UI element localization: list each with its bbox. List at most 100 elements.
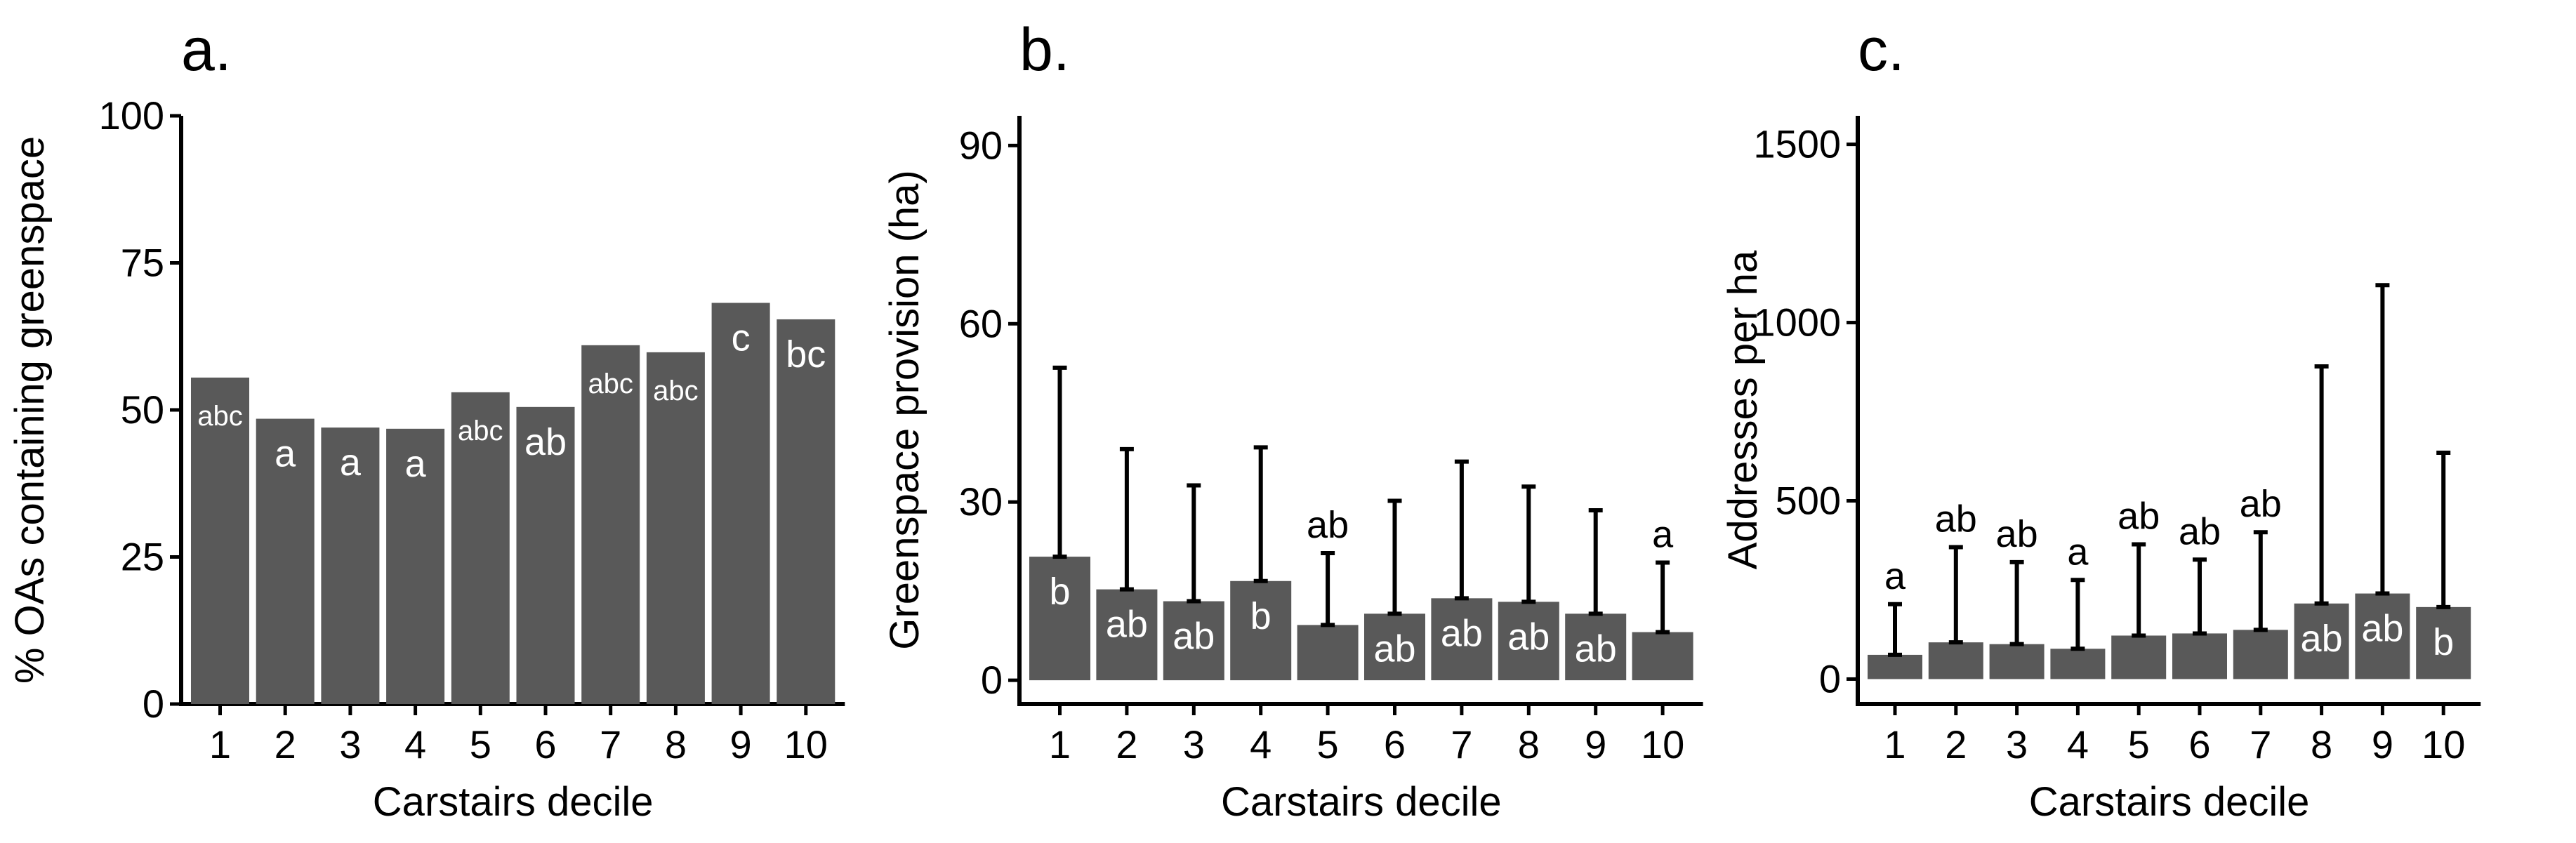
bar-decile-3 [321,427,380,704]
y-tick-label: 50 [121,387,164,432]
group-label: ab [1441,612,1483,654]
group-label: c [732,317,751,359]
x-tick-label: 4 [404,722,426,766]
x-tick-label: 8 [665,722,687,766]
panel-letter: c. [1858,16,1905,84]
bar-decile-7 [1431,598,1493,681]
y-tick-label: 0 [981,658,1003,702]
x-tick-label: 6 [2188,722,2210,766]
y-axis-title: Addresses per ha [1720,250,1766,569]
bar-decile-7 [2233,630,2288,679]
group-label: b [1250,595,1272,637]
group-label: ab [1173,616,1215,658]
x-tick-label: 10 [2422,722,2465,766]
x-axis-title: Carstairs decile [1221,779,1502,825]
group-label: ab [2240,483,2282,525]
x-tick-label: 4 [1250,722,1272,766]
bar-decile-3 [1989,644,2045,679]
y-tick-label: 500 [1776,479,1841,523]
y-tick-label: 1500 [1753,122,1841,166]
y-tick-label: 90 [959,123,1003,167]
bar-decile-1 [191,377,249,704]
panel-b: b. 0 30 60 90 b 1 ab 2 ab 3 b 4 ab 5 ab 6 ab 7 ab 8 ab 9 a 10 Car… [882,16,1703,825]
y-tick-label: 100 [99,93,164,138]
bar-decile-10 [2416,606,2471,679]
group-label: a [275,433,296,475]
x-tick-label: 4 [2067,722,2089,766]
bar-decile-2 [1928,642,1983,679]
panel-letter: a. [181,16,232,84]
x-tick-label: 3 [1183,722,1205,766]
group-label: ab [2361,608,2403,650]
group-label: ab [524,421,567,463]
group-label: a [405,443,427,485]
y-tick-label: 30 [959,479,1003,524]
bar-decile-2 [256,418,315,704]
x-tick-label: 6 [1384,722,1406,766]
x-tick-label: 5 [1317,722,1339,766]
x-tick-label: 9 [2372,722,2393,766]
x-tick-label: 2 [1945,722,1967,766]
bar-decile-10 [777,319,835,704]
bar-decile-6 [2172,633,2227,679]
x-tick-label: 1 [1049,722,1071,766]
x-tick-label: 7 [600,722,621,766]
bar-decile-6 [516,406,575,704]
y-tick-label: 0 [143,682,164,726]
x-tick-label: 6 [534,722,556,766]
bar-decile-8 [2294,603,2349,679]
bar-decile-9 [2355,593,2410,679]
x-tick-label: 8 [2311,722,2332,766]
panel-c: c. 0 500 1000 1500 a 1 ab 2 ab 3 a 4 ab 5 ab 6 ab 7 ab 8 ab 9 b… [1720,16,2481,825]
y-axis-title: Greenspace provision (ha) [882,170,927,649]
group-label: ab [1575,628,1617,670]
bar-decile-4 [2050,649,2106,679]
group-label: a [340,442,362,484]
group-label: ab [2301,618,2343,660]
group-label: ab [2118,495,2160,537]
group-label: ab [1935,498,1977,540]
x-tick-label: 2 [275,722,296,766]
group-label: a [2067,531,2089,573]
group-label: ab [1996,513,2038,555]
x-axis-title: Carstairs decile [373,779,654,825]
group-label: ab [1106,604,1148,646]
x-axis-title: Carstairs decile [2029,779,2310,825]
panel-letter: b. [1019,16,1070,84]
group-label: abc [458,416,503,446]
bar-decile-10 [1632,632,1693,681]
x-tick-label: 3 [339,722,361,766]
bar-decile-2 [1096,589,1158,681]
x-tick-label: 1 [209,722,231,766]
group-label: ab [1507,616,1550,658]
group-label: a [1652,514,1674,556]
bar-decile-9 [1565,613,1627,681]
group-label: b [1049,571,1070,613]
group-label: bc [786,333,826,376]
x-tick-label: 1 [1884,722,1905,766]
group-label: ab [2179,510,2221,552]
group-label: abc [197,401,243,432]
y-tick-label: 0 [1819,656,1841,701]
bar-decile-1 [1868,654,1922,679]
x-tick-label: 10 [1641,722,1684,766]
y-tick-label: 60 [959,301,1003,345]
y-tick-label: 1000 [1753,300,1841,345]
bar-decile-5 [451,392,510,704]
group-label: ab [1307,504,1349,546]
x-tick-label: 5 [2128,722,2150,766]
group-label: abc [653,376,699,406]
x-tick-label: 7 [2250,722,2271,766]
y-axis-title: % OAs containing greenspace [7,136,53,684]
y-tick-label: 75 [121,241,164,285]
group-label: ab [1373,628,1415,670]
bar-decile-4 [1230,580,1292,681]
group-label: a [1884,555,1906,597]
bar-decile-5 [1297,625,1359,681]
bar-decile-7 [581,345,640,704]
bar-decile-8 [646,352,705,704]
bar-decile-3 [1163,601,1224,681]
bar-decile-1 [1029,557,1090,681]
group-label: abc [588,369,633,399]
